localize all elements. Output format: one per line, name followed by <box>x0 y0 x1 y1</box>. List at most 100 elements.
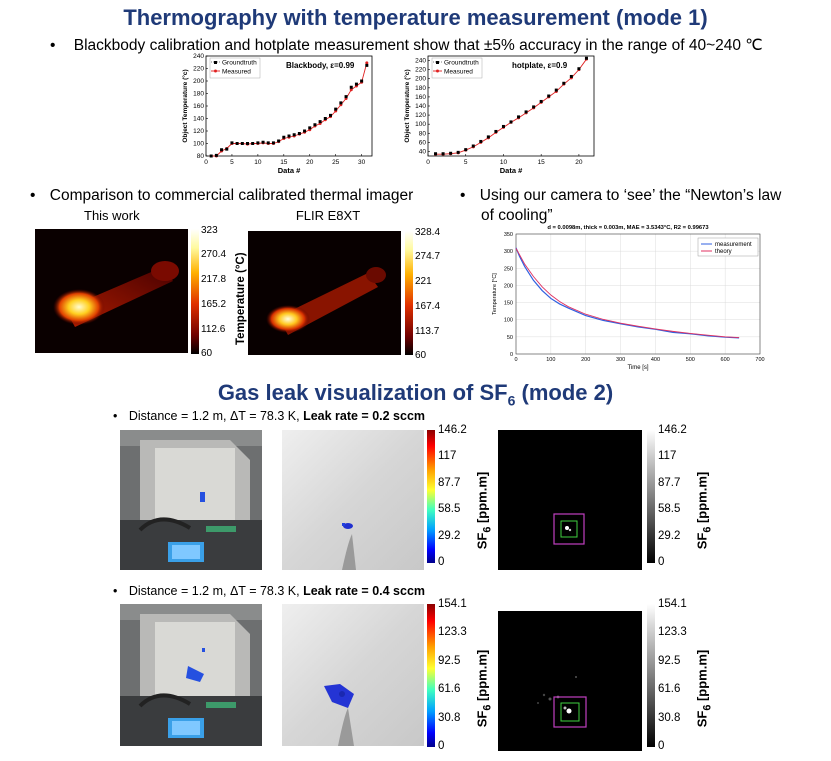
x-tick-label: 300 <box>616 357 625 363</box>
title2-subscript: 6 <box>507 392 516 409</box>
point-groundtruth <box>494 129 498 133</box>
point-groundtruth <box>569 74 573 78</box>
cbar-tick: 87.7 <box>658 477 681 489</box>
cbar-tick: 0 <box>438 740 445 752</box>
cbar-tick: 221 <box>415 276 432 287</box>
legend-label-measurement: measurement <box>715 242 752 248</box>
colorbar-jet-labels-leak2: 154.1 123.3 92.5 61.6 30.8 0 <box>438 598 478 753</box>
y-tick-label: 0 <box>510 352 513 358</box>
point-groundtruth <box>308 126 312 130</box>
x-tick-label: 0 <box>426 159 430 166</box>
bullet-calibration-text: Blackbody calibration and hotplate measu… <box>73 37 763 54</box>
point-groundtruth <box>554 88 558 92</box>
y-tick-label: 200 <box>193 78 204 85</box>
leak2-prefix: Distance = 1.2 m, ΔT = 78.3 K, <box>128 584 304 598</box>
chart-title: d = 0.0098m, thick = 0.003m, MAE = 3.534… <box>547 225 709 231</box>
legend-marker-groundtruth <box>214 61 217 64</box>
y-tick-label: 200 <box>415 76 426 83</box>
sf6-sub: 6 <box>481 704 494 711</box>
sf6-overlay-leak2 <box>282 604 424 746</box>
hotplate-measurement-chart: 0 5 10 15 20 40 60 80 100 120 140 160 180 200 220 240 Da… <box>403 55 595 175</box>
cbar-tick: 154.1 <box>438 598 467 610</box>
section-title-gas-leak: Gas leak visualization of SF6 (mode 2) <box>0 380 831 408</box>
point-groundtruth <box>524 110 528 114</box>
point-groundtruth <box>539 99 543 103</box>
legend-label-theory: theory <box>715 249 732 255</box>
x-tick-label: 15 <box>280 159 288 166</box>
sf6-axis-label-jet-leak1: SF6 [ppm.m] <box>475 449 494 550</box>
x-axis-label: Data # <box>500 166 523 175</box>
cbar-tick: 323 <box>201 225 218 236</box>
x-tick-label: 200 <box>581 357 590 363</box>
x-tick-label: 5 <box>464 159 468 166</box>
point-groundtruth <box>292 133 296 137</box>
cbar-tick: 154.1 <box>658 598 687 610</box>
point-groundtruth <box>584 56 588 60</box>
legend-marker-groundtruth <box>436 61 439 64</box>
cbar-tick: 30.8 <box>658 712 681 724</box>
point-groundtruth <box>256 141 260 145</box>
cbar-tick: 29.2 <box>438 530 461 542</box>
cbar-tick: 61.6 <box>438 683 461 695</box>
legend-label-measured: Measured <box>222 69 251 76</box>
point-groundtruth <box>464 148 468 152</box>
y-tick-label: 150 <box>504 301 513 307</box>
y-axis-label: Object Temperature (°c) <box>181 69 189 142</box>
x-tick-label: 0 <box>204 159 208 166</box>
cbar-tick: 60 <box>201 348 213 359</box>
bullet-newton: • Using our camera to ‘see’ the “Newton’… <box>460 187 781 205</box>
point-groundtruth <box>214 153 218 157</box>
point-groundtruth <box>344 95 348 99</box>
y-tick-label: 60 <box>419 139 427 146</box>
x-tick-label: 15 <box>538 159 546 166</box>
point-groundtruth <box>271 141 275 145</box>
point-groundtruth <box>365 63 369 67</box>
point-groundtruth <box>339 101 343 105</box>
bullet-dot: • <box>113 409 118 423</box>
point-groundtruth <box>562 81 566 85</box>
legend-box <box>209 57 261 79</box>
cbar-tick: 217.8 <box>201 274 227 285</box>
point-groundtruth <box>235 142 239 145</box>
point-groundtruth <box>230 141 234 145</box>
blackbody-calibration-chart: 0 5 10 15 20 25 30 80 100 120 140 160 180 200 220 240 Da… <box>181 53 373 175</box>
bullet-newton-text-2: of cooling” <box>481 207 553 224</box>
y-tick-label: 180 <box>193 91 204 98</box>
colorbar-gray-labels-leak1: 146.2 117 87.7 58.5 29.2 0 <box>658 424 698 569</box>
sf6-concentration-map-leak1 <box>498 430 642 570</box>
point-groundtruth <box>225 147 229 151</box>
bullet-dot: • <box>50 37 56 54</box>
x-tick-label: 10 <box>254 159 262 166</box>
legend-label-measured: Measured <box>444 69 473 76</box>
point-groundtruth <box>329 113 332 117</box>
cbar-tick: 123.3 <box>438 626 467 638</box>
cbar-tick: 58.5 <box>438 503 461 515</box>
point-groundtruth <box>303 129 307 133</box>
cbar-tick: 274.7 <box>415 251 441 262</box>
y-tick-label: 120 <box>193 128 204 135</box>
colorbar-jet-leak2 <box>427 604 435 747</box>
colorbar-this-work <box>191 229 199 354</box>
sf6-axis-label-jet-leak2: SF6 [ppm.m] <box>475 627 494 728</box>
sf6-unit: [ppm.m] <box>694 471 710 527</box>
cbar-tick: 123.3 <box>658 626 687 638</box>
point-groundtruth <box>354 82 358 86</box>
x-axis-label: Time [s] <box>627 365 648 371</box>
sf6-concentration-map-leak2 <box>498 611 642 751</box>
colorbar-gray-labels-leak2: 154.1 123.3 92.5 61.6 30.8 0 <box>658 598 698 753</box>
x-tick-label: 5 <box>230 159 234 166</box>
colorbar-flir <box>405 231 413 355</box>
bullet-calibration: • Blackbody calibration and hotplate mea… <box>50 36 763 55</box>
title2-tail: (mode 2) <box>515 380 614 405</box>
leak1-prefix: Distance = 1.2 m, ΔT = 78.3 K, <box>128 409 304 423</box>
point-groundtruth <box>282 135 286 139</box>
colorbar-gray-leak1 <box>647 430 655 563</box>
x-tick-label: 500 <box>686 357 695 363</box>
y-tick-label: 160 <box>193 103 204 110</box>
point-groundtruth <box>532 105 536 109</box>
point-groundtruth <box>240 142 244 145</box>
sf6-sub: 6 <box>481 526 494 533</box>
thermal-image-flir <box>248 231 401 355</box>
bullet-comparison-text: Comparison to commercial calibrated ther… <box>49 187 414 204</box>
sf6-sub: 6 <box>701 526 714 533</box>
